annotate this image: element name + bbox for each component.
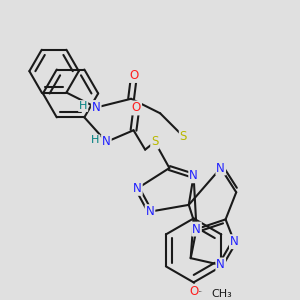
Text: O: O — [189, 285, 198, 298]
Text: O: O — [132, 101, 141, 115]
Text: N: N — [92, 101, 100, 114]
Text: N: N — [192, 223, 201, 236]
Text: N: N — [216, 161, 225, 175]
Text: H: H — [79, 101, 87, 111]
Text: O: O — [129, 69, 139, 82]
Text: S: S — [180, 130, 187, 143]
Text: N: N — [189, 169, 198, 182]
Text: N: N — [230, 235, 239, 248]
Text: CH₃: CH₃ — [211, 289, 232, 299]
Text: N: N — [216, 258, 225, 272]
Text: N: N — [133, 182, 142, 195]
Text: N: N — [146, 205, 154, 218]
Text: N: N — [102, 135, 111, 148]
Text: S: S — [151, 135, 158, 148]
Text: H: H — [91, 135, 100, 146]
